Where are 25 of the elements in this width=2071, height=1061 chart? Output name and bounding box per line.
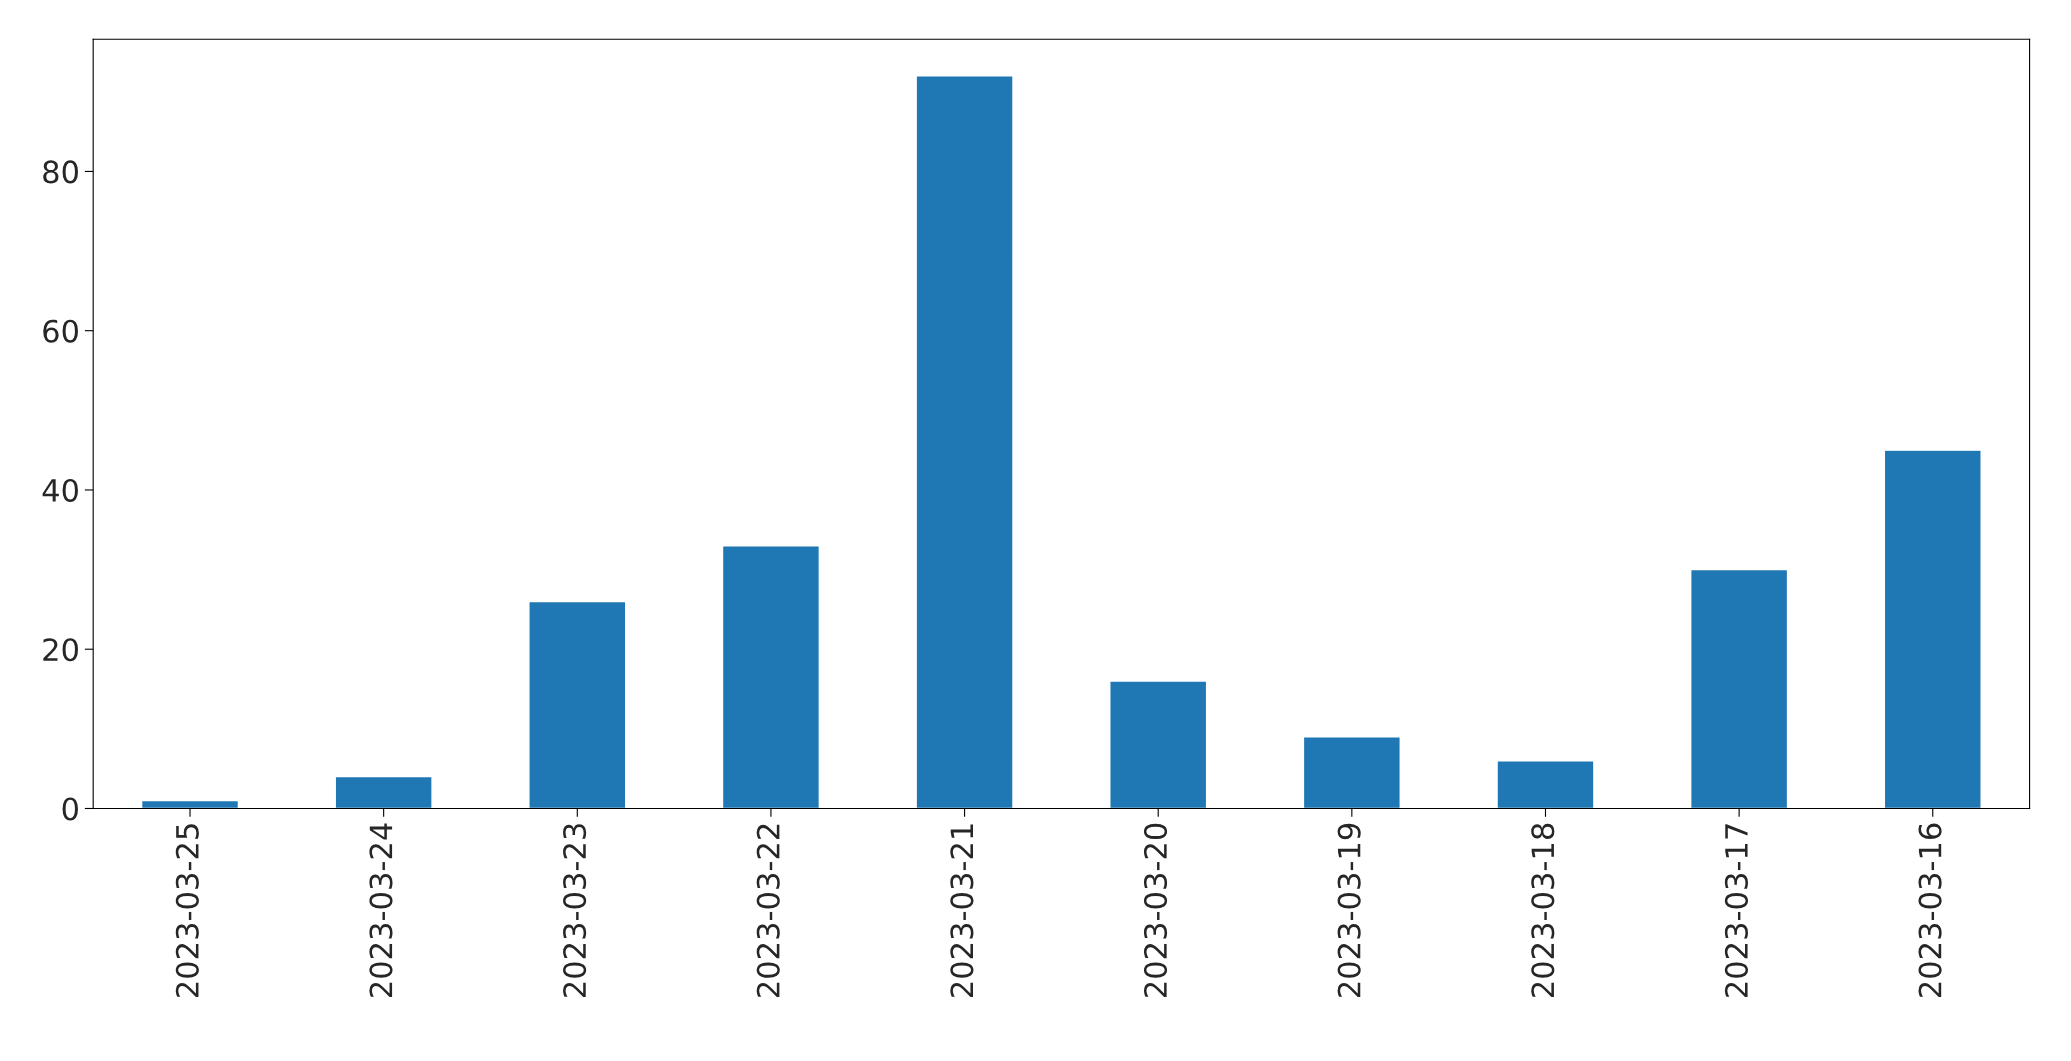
y-tick-label: 0 [62,797,78,821]
x-tick-label: 2023-03-19 [1337,823,1361,998]
x-tick-label: 2023-03-20 [1143,823,1168,998]
x-tick-label: 2023-03-25 [175,824,199,998]
bar [334,775,433,809]
bar [1302,736,1401,809]
y-tick-label: 20 [43,638,78,662]
x-tick-label: 2023-03-21 [950,824,974,998]
bar [721,545,821,809]
x-tick-label: 2023-03-24 [369,823,393,998]
bar [140,799,240,809]
bar [1883,449,1982,809]
y-tick-label: 80 [43,160,78,184]
bar [528,600,627,809]
bar [1690,568,1789,809]
y-tick-label: 40 [42,478,78,503]
bar [1109,680,1208,809]
x-tick-label: 2023-03-17 [1724,824,1748,998]
x-tick-label: 2023-03-18 [1531,823,1555,998]
y-tick-label: 60 [43,319,78,343]
x-tick-label: 2023-03-16 [1918,823,1942,998]
x-tick-label: 2023-03-23 [563,824,587,998]
bar [1496,760,1595,809]
bar [915,75,1014,809]
x-tick-label: 2023-03-22 [756,824,780,998]
